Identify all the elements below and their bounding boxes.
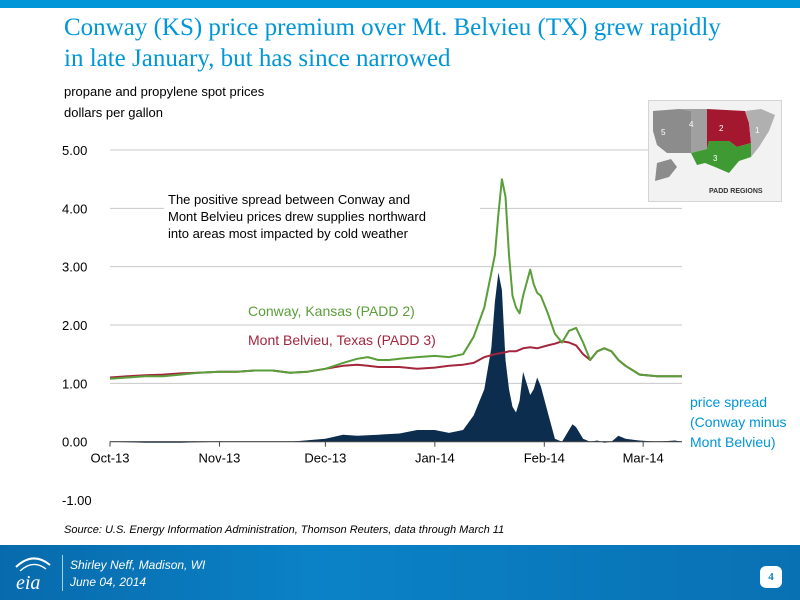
series-line-conway <box>109 178 682 380</box>
padd4-region <box>679 109 707 153</box>
footer-divider <box>62 555 63 591</box>
series-label: price spread <box>690 394 767 410</box>
annotation-text-line: The positive spread between Conway and <box>168 192 410 207</box>
y-tick-label: 1.00 <box>62 376 87 391</box>
eia-logo: eia <box>15 557 51 593</box>
x-tick-label: Mar-14 <box>623 451 664 466</box>
presentation-date: June 04, 2014 <box>70 575 147 589</box>
annotation-box <box>164 186 480 248</box>
series-label: Conway, Kansas (PADD 2) <box>248 303 415 319</box>
footer-bar: eia Shirley Neff, Madison, WI June 04, 2… <box>0 545 800 600</box>
y-tick-label: -1.00 <box>62 493 92 508</box>
slide-title: Conway (KS) price premium over Mt. Belvi… <box>64 14 721 72</box>
map-label: 4 <box>689 120 694 129</box>
map-label: 3 <box>713 154 718 163</box>
padd5-region <box>653 109 691 153</box>
series-label: Mont Belvieu, Texas (PADD 3) <box>248 332 436 348</box>
x-tick-label: Jan-14 <box>415 451 455 466</box>
chart-subtitle: propane and propylene spot prices <box>64 84 265 99</box>
usa-map-icon: 5 4 2 1 3 PADD REGIONS <box>653 109 775 195</box>
source-note: Source: U.S. Energy Information Administ… <box>64 524 505 536</box>
x-tick-label: Dec-13 <box>304 451 346 466</box>
page-number: 4 <box>760 566 782 588</box>
alaska-region <box>655 159 677 181</box>
y-tick-label: 4.00 <box>62 201 87 216</box>
chart-units: dollars per gallon <box>64 105 164 120</box>
logo-arc <box>19 563 47 572</box>
y-tick-label: 5.00 <box>62 143 87 158</box>
y-tick-label: 0.00 <box>62 435 87 450</box>
padd1-region <box>745 109 775 157</box>
x-tick-label: Nov-13 <box>198 451 240 466</box>
x-tick-label: Feb-14 <box>524 451 565 466</box>
price-chart: 5.00 4.00 3.00 2.00 1.00 0.00 -1.00 Oct-13 Nov-1… <box>62 143 786 508</box>
series-label: (Conway minus <box>690 414 786 430</box>
y-tick-label: 3.00 <box>62 260 87 275</box>
logo-arc <box>15 557 51 568</box>
map-title: PADD REGIONS <box>709 188 763 195</box>
top-accent-bar <box>0 0 800 8</box>
map-label: 1 <box>755 126 760 135</box>
x-tick-label: Oct-13 <box>90 451 129 466</box>
padd2-region <box>707 109 751 149</box>
series-label: Mont Belvieu) <box>690 434 776 450</box>
padd-map-inset: 5 4 2 1 3 PADD REGIONS <box>648 100 782 202</box>
series-area-price-spread <box>110 272 682 443</box>
logo-text: eia <box>16 572 40 593</box>
y-tick-label: 2.00 <box>62 318 87 333</box>
map-label: 5 <box>661 128 666 137</box>
annotation-text-line: into areas most impacted by cold weather <box>168 226 409 241</box>
footer-gradient <box>0 545 800 600</box>
annotation-text-line: Mont Belvieu prices drew supplies northw… <box>168 209 426 224</box>
padd3-region <box>691 141 751 173</box>
presenter-name: Shirley Neff, Madison, WI <box>70 558 206 572</box>
map-label: 2 <box>719 124 724 133</box>
